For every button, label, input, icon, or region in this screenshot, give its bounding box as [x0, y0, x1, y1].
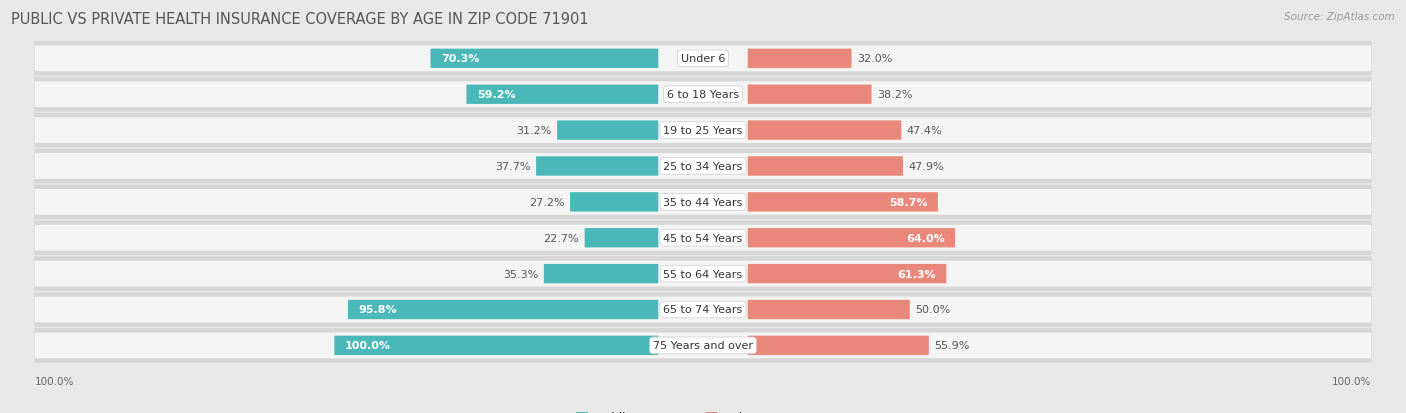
- Text: 70.3%: 70.3%: [441, 54, 479, 64]
- FancyBboxPatch shape: [34, 328, 1372, 363]
- Text: 95.8%: 95.8%: [359, 305, 396, 315]
- FancyBboxPatch shape: [35, 297, 1371, 323]
- FancyBboxPatch shape: [35, 225, 1371, 251]
- Text: 25 to 34 Years: 25 to 34 Years: [664, 161, 742, 171]
- FancyBboxPatch shape: [335, 336, 658, 355]
- Text: 64.0%: 64.0%: [905, 233, 945, 243]
- FancyBboxPatch shape: [35, 118, 1371, 144]
- Text: 37.7%: 37.7%: [495, 161, 530, 171]
- FancyBboxPatch shape: [34, 78, 1372, 112]
- FancyBboxPatch shape: [35, 332, 1371, 358]
- Text: 55 to 64 Years: 55 to 64 Years: [664, 269, 742, 279]
- FancyBboxPatch shape: [536, 157, 658, 176]
- FancyBboxPatch shape: [34, 114, 1372, 148]
- Text: 31.2%: 31.2%: [516, 126, 551, 136]
- FancyBboxPatch shape: [748, 85, 872, 104]
- FancyBboxPatch shape: [347, 300, 658, 319]
- FancyBboxPatch shape: [748, 121, 901, 140]
- FancyBboxPatch shape: [557, 121, 658, 140]
- Text: 38.2%: 38.2%: [877, 90, 912, 100]
- Text: 50.0%: 50.0%: [915, 305, 950, 315]
- Text: 19 to 25 Years: 19 to 25 Years: [664, 126, 742, 136]
- FancyBboxPatch shape: [35, 82, 1371, 108]
- FancyBboxPatch shape: [35, 46, 1371, 72]
- Text: 6 to 18 Years: 6 to 18 Years: [666, 90, 740, 100]
- Text: 27.2%: 27.2%: [529, 197, 565, 207]
- FancyBboxPatch shape: [585, 228, 658, 248]
- Text: 75 Years and over: 75 Years and over: [652, 341, 754, 351]
- FancyBboxPatch shape: [544, 264, 658, 284]
- FancyBboxPatch shape: [748, 300, 910, 319]
- FancyBboxPatch shape: [34, 221, 1372, 255]
- FancyBboxPatch shape: [34, 185, 1372, 220]
- Text: 59.2%: 59.2%: [477, 90, 516, 100]
- FancyBboxPatch shape: [34, 150, 1372, 184]
- FancyBboxPatch shape: [34, 257, 1372, 291]
- FancyBboxPatch shape: [569, 193, 658, 212]
- Text: 35 to 44 Years: 35 to 44 Years: [664, 197, 742, 207]
- FancyBboxPatch shape: [467, 85, 658, 104]
- FancyBboxPatch shape: [748, 264, 946, 284]
- FancyBboxPatch shape: [35, 261, 1371, 287]
- FancyBboxPatch shape: [34, 292, 1372, 327]
- Text: 65 to 74 Years: 65 to 74 Years: [664, 305, 742, 315]
- Text: 55.9%: 55.9%: [935, 341, 970, 351]
- FancyBboxPatch shape: [748, 193, 938, 212]
- Text: 32.0%: 32.0%: [856, 54, 893, 64]
- FancyBboxPatch shape: [35, 154, 1371, 180]
- FancyBboxPatch shape: [34, 42, 1372, 76]
- Text: 100.0%: 100.0%: [344, 341, 391, 351]
- FancyBboxPatch shape: [748, 50, 852, 69]
- Text: 61.3%: 61.3%: [897, 269, 936, 279]
- FancyBboxPatch shape: [430, 50, 658, 69]
- Text: 45 to 54 Years: 45 to 54 Years: [664, 233, 742, 243]
- Text: 100.0%: 100.0%: [1331, 376, 1371, 386]
- Text: 58.7%: 58.7%: [889, 197, 928, 207]
- Text: 100.0%: 100.0%: [35, 376, 75, 386]
- Text: 47.9%: 47.9%: [908, 161, 943, 171]
- FancyBboxPatch shape: [35, 190, 1371, 215]
- Text: Under 6: Under 6: [681, 54, 725, 64]
- Text: Source: ZipAtlas.com: Source: ZipAtlas.com: [1284, 12, 1395, 22]
- FancyBboxPatch shape: [748, 336, 929, 355]
- FancyBboxPatch shape: [748, 228, 955, 248]
- FancyBboxPatch shape: [748, 157, 903, 176]
- Legend: Public Insurance, Private Insurance: Public Insurance, Private Insurance: [571, 406, 835, 413]
- Text: PUBLIC VS PRIVATE HEALTH INSURANCE COVERAGE BY AGE IN ZIP CODE 71901: PUBLIC VS PRIVATE HEALTH INSURANCE COVER…: [11, 12, 589, 27]
- Text: 47.4%: 47.4%: [907, 126, 942, 136]
- Text: 22.7%: 22.7%: [544, 233, 579, 243]
- Text: 35.3%: 35.3%: [503, 269, 538, 279]
